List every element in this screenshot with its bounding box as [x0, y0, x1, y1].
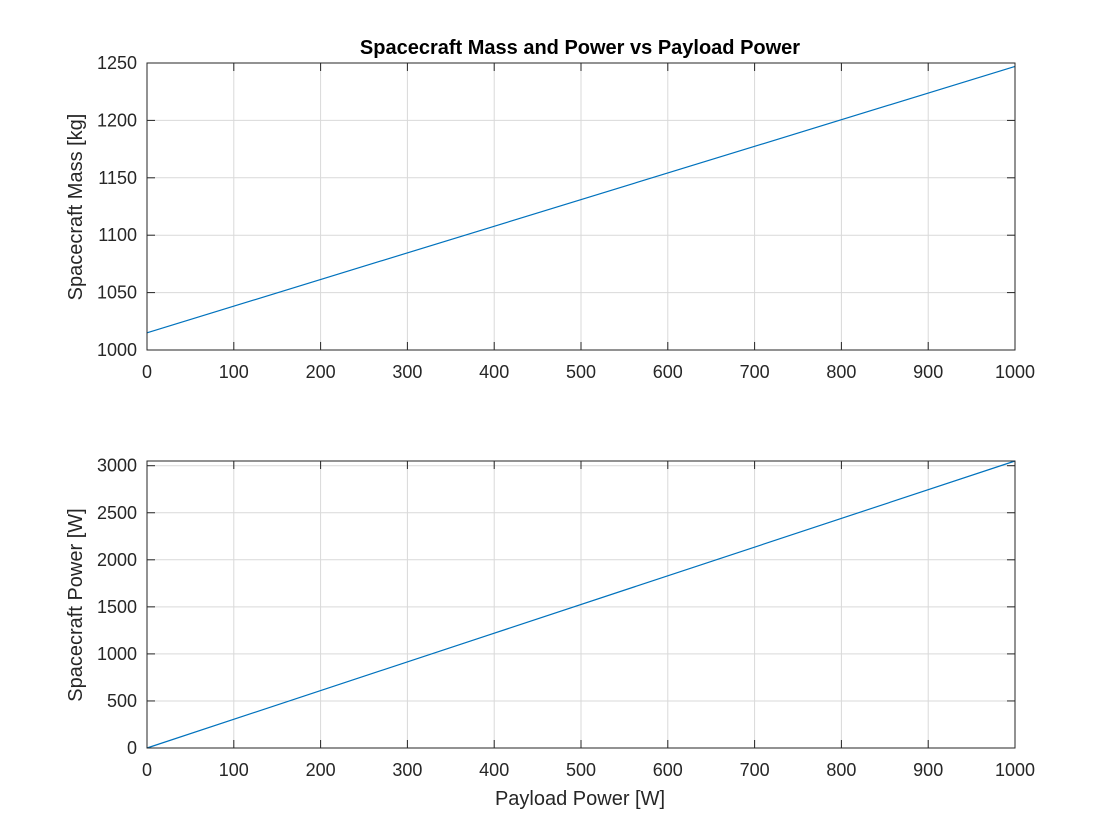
mass-x-tick-label: 1000 [995, 362, 1035, 382]
power-x-tick-label: 1000 [995, 760, 1035, 780]
mass-x-tick-label: 100 [219, 362, 249, 382]
mass-x-tick-label: 600 [653, 362, 683, 382]
top-axes: Spacecraft Mass and Power vs Payload Pow… [65, 37, 1035, 382]
power-y-tick-label: 2000 [97, 550, 137, 570]
mass-x-tick-label: 200 [306, 362, 336, 382]
power-y-tick-label: 2500 [97, 503, 137, 523]
mass-y-tick-label: 1050 [97, 283, 137, 303]
power-x-tick-label: 200 [306, 760, 336, 780]
power-y-tick-label: 1000 [97, 644, 137, 664]
mass-y-tick-label: 1200 [97, 110, 137, 130]
mass-x-tick-label: 0 [142, 362, 152, 382]
power-x-tick-label: 500 [566, 760, 596, 780]
mass-y-tick-label: 1250 [97, 53, 137, 73]
mass-y-label: Spacecraft Mass [kg] [65, 114, 87, 301]
mass-x-tick-label: 400 [479, 362, 509, 382]
power-x-tick-label: 300 [392, 760, 422, 780]
bottom-axes: 0 100 200 300 400 500 600 700 800 900 1000 0 500 1000… [65, 456, 1035, 810]
mass-x-tick-label: 300 [392, 362, 422, 382]
power-series-line [146, 460, 1016, 749]
mass-x-tick-label: 900 [913, 362, 943, 382]
mass-y-tick-label: 1150 [98, 168, 137, 188]
power-x-tick-label: 0 [142, 760, 152, 780]
mass-x-tick-label: 500 [566, 362, 596, 382]
power-x-tick-label: 400 [479, 760, 509, 780]
power-x-tick-label: 900 [913, 760, 943, 780]
mass-x-tick-label: 700 [740, 362, 770, 382]
power-x-tick-label: 700 [740, 760, 770, 780]
chart-title: Spacecraft Mass and Power vs Payload Pow… [360, 37, 800, 59]
mass-plot: 0 100 200 300 400 500 600 700 800 900 1000 1000 1050… [97, 53, 1035, 382]
power-x-tick-label: 600 [653, 760, 683, 780]
power-y-label: Spacecraft Power [W] [65, 508, 87, 701]
x-axis-label: Payload Power [W] [495, 788, 665, 810]
mass-y-tick-label: 1100 [98, 225, 137, 245]
power-y-tick-label: 1500 [97, 597, 137, 617]
power-plot: 0 100 200 300 400 500 600 700 800 900 1000 0 500 1000… [97, 456, 1035, 780]
power-x-tick-label: 800 [826, 760, 856, 780]
mass-series-line [146, 65, 1016, 334]
power-y-tick-label: 0 [127, 738, 137, 758]
power-y-tick-label: 3000 [97, 456, 137, 476]
mass-y-tick-label: 1000 [97, 340, 137, 360]
mass-x-tick-label: 800 [826, 362, 856, 382]
power-x-tick-label: 100 [219, 760, 249, 780]
power-y-tick-label: 500 [107, 691, 137, 711]
